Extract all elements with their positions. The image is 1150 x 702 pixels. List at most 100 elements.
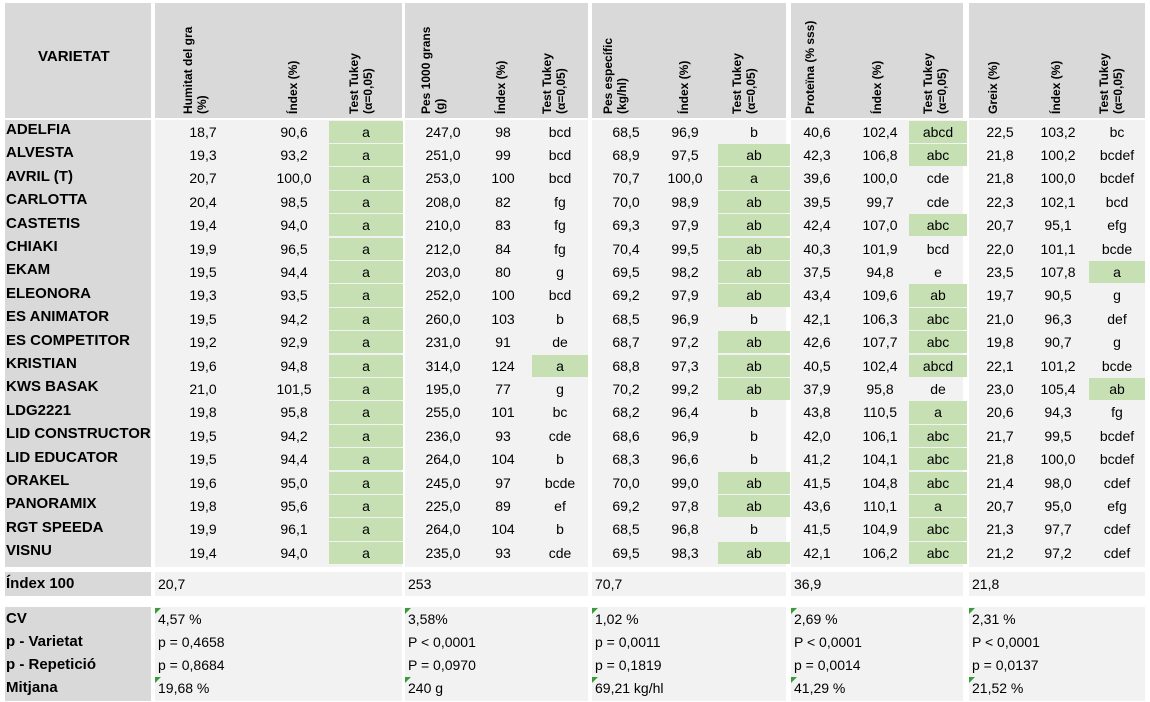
cell-value: 247,0 [425,123,461,140]
cell-value: 104 [491,521,515,538]
stats-value: 19,68 % [158,680,210,696]
cell-value: 96,6 [671,451,699,468]
cell-value: 42,3 [803,146,831,163]
cell-value: 95,8 [280,404,308,421]
cell-value: fg [1111,404,1123,421]
cell-value: g [556,380,564,397]
header-background-variety [5,3,151,118]
index100-value: 21,8 [972,576,1000,592]
cell-value: 94,0 [280,217,308,234]
cell-value: 22,0 [986,240,1014,257]
cell-value: 21,4 [986,474,1014,491]
variety-name: EKAM [6,261,51,279]
cell-value: bcd [548,123,572,140]
index100-value: 70,7 [595,576,623,592]
cell-value: 96,4 [671,404,699,421]
cell-value: 19,8 [189,497,217,514]
cell-value: 95,0 [280,474,308,491]
stats-value: 240 g [408,680,444,696]
index100-background-1 [405,572,588,596]
cell-value: 101,1 [1040,240,1076,257]
cell-value: 20,7 [986,497,1014,514]
cell-value: bcde [544,474,576,491]
cell-value: 100,2 [1040,146,1076,163]
cell-value: bc [1109,123,1125,140]
cell-value: 255,0 [425,404,461,421]
index100-value: 253 [408,576,432,592]
cell-value: a [329,354,403,377]
cell-value: 102,1 [1040,193,1076,210]
cell-value: 235,0 [425,544,461,561]
cell-value: 69,5 [612,544,640,561]
cell-value: 90,6 [280,123,308,140]
cell-value: 37,9 [803,380,831,397]
cell-value: 68,8 [612,357,640,374]
variety-name: CARLOTTA [6,191,88,209]
stats-background-4 [969,607,1145,701]
cell-value: 124 [491,357,515,374]
cell-value: 19,3 [189,146,217,163]
cell-value: 19,6 [189,474,217,491]
cell-value: 100,0 [862,170,898,187]
cell-value: 19,8 [986,334,1014,351]
stats-label-background [5,607,151,701]
variety-name: PANORAMIX [6,495,97,513]
column-header: Pes 1000 grans (g) [419,26,447,114]
cell-value: 101 [491,404,515,421]
cell-value: 94,0 [280,544,308,561]
cell-value: abc [909,518,967,541]
cell-value: 94,2 [280,427,308,444]
cell-value: abc [909,541,967,565]
cell-value: bcdef [1099,451,1135,468]
cell-value: 97,9 [671,287,699,304]
stats-value: p = 0,8684 [158,657,225,673]
variety-name: ORAKEL [6,472,70,489]
cell-value: 95,1 [1044,217,1072,234]
cell-value: 40,3 [803,240,831,257]
cell-value: b [750,521,758,538]
cell-value: 37,5 [803,263,831,280]
column-header: Pes específic (kg/hl) [601,37,629,114]
cell-value: 19,3 [189,287,217,304]
cell-value: 69,2 [612,497,640,514]
cell-value: 100,0 [276,170,312,187]
cell-value: 83 [495,217,511,234]
cell-value: 68,5 [612,310,640,327]
cell-value: a [329,120,403,143]
column-header: Humitat del gra (%) [181,26,209,114]
cell-value: 22,5 [986,123,1014,140]
cell-value: 252,0 [425,287,461,304]
cell-value: a [329,471,403,494]
cell-value: 21,7 [986,427,1014,444]
cell-value: 253,0 [425,170,461,187]
cell-value: 110,5 [863,404,897,421]
cell-value: 210,0 [425,217,461,234]
cell-value: 68,5 [612,123,640,140]
column-header: Test Tukey (α=0,05) [347,53,375,114]
cell-value: 22,3 [986,193,1014,210]
cell-value: bcd [548,170,572,187]
cell-value: 102,4 [862,357,898,374]
cell-value: 195,0 [425,380,461,397]
cell-value: ab [718,237,790,260]
cell-value: 19,9 [189,240,217,257]
cell-value: 23,5 [986,263,1014,280]
cell-value: cde [548,427,572,444]
cell-value: g [556,263,564,280]
cell-value: 101,2 [1040,357,1076,374]
cell-value: 106,1 [862,427,898,444]
cell-value: 100,0 [1040,170,1076,187]
cell-value: 93,5 [280,287,308,304]
cell-value: 260,0 [425,310,461,327]
comment-marker-icon [791,677,797,683]
cell-value: 21,8 [986,451,1014,468]
cell-value: 106,8 [862,146,898,163]
variety-name: ES ANIMATOR [6,308,110,326]
cell-value: 19,4 [189,217,217,234]
comment-marker-icon [592,677,598,683]
stats-value: P < 0,0001 [794,634,862,650]
header-background-group-0 [155,3,402,118]
index100-value: 20,7 [158,576,186,592]
cell-value: 93 [495,427,511,444]
cell-value: 41,5 [803,474,831,491]
